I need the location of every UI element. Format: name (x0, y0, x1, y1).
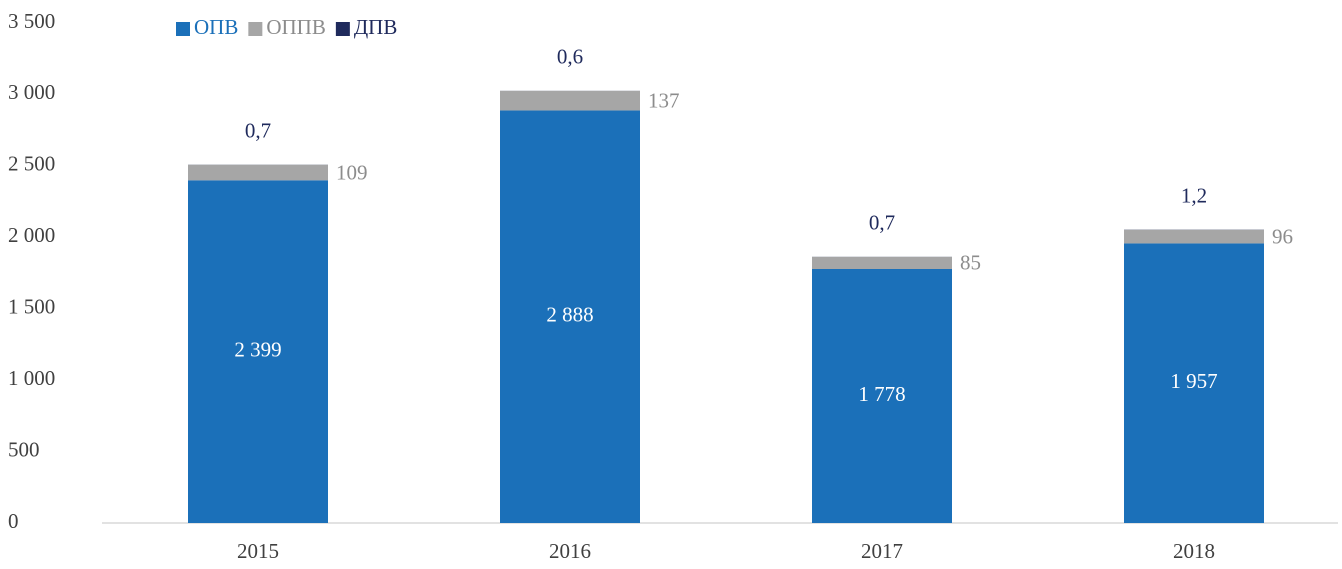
y-tick-label: 0 (8, 509, 19, 533)
bar-segment (188, 164, 328, 181)
bar-segment (500, 90, 640, 111)
legend-label: ОПВ (194, 15, 238, 39)
bar-segment (1124, 243, 1264, 523)
y-tick-label: 3 500 (8, 9, 55, 33)
value-label: 96 (1272, 224, 1293, 248)
bar-segment (500, 110, 640, 523)
value-label: 0,6 (557, 45, 583, 69)
y-tick-label: 1 500 (8, 295, 55, 319)
y-tick-label: 2 000 (8, 223, 55, 247)
y-tick-label: 500 (8, 437, 40, 461)
legend-swatch (335, 22, 350, 36)
legend-label: ОППВ (266, 15, 326, 39)
value-label: 109 (336, 160, 368, 184)
value-label: 1 778 (858, 382, 905, 406)
legend-label: ДПВ (354, 15, 398, 39)
legend-swatch (248, 22, 263, 36)
value-label: 2 888 (546, 303, 593, 327)
y-tick-label: 3 000 (8, 80, 55, 104)
x-tick-label: 2015 (237, 539, 279, 563)
value-label: 1 957 (1170, 369, 1217, 393)
bar-segment (1124, 229, 1264, 244)
legend-swatch (176, 22, 190, 36)
y-tick-label: 1 000 (8, 366, 55, 390)
value-label: 1,2 (1181, 183, 1207, 207)
value-label: 0,7 (869, 211, 895, 235)
bar-segment (812, 256, 952, 269)
value-label: 137 (648, 88, 680, 112)
x-tick-label: 2018 (1173, 539, 1215, 563)
value-label: 2 399 (234, 337, 281, 361)
value-label: 85 (960, 251, 981, 275)
x-tick-label: 2016 (549, 539, 591, 563)
x-tick-label: 2017 (861, 539, 903, 563)
bar-segment (812, 269, 952, 523)
value-label: 0,7 (245, 118, 271, 142)
y-tick-label: 2 500 (8, 152, 55, 176)
bar-segment (188, 180, 328, 524)
